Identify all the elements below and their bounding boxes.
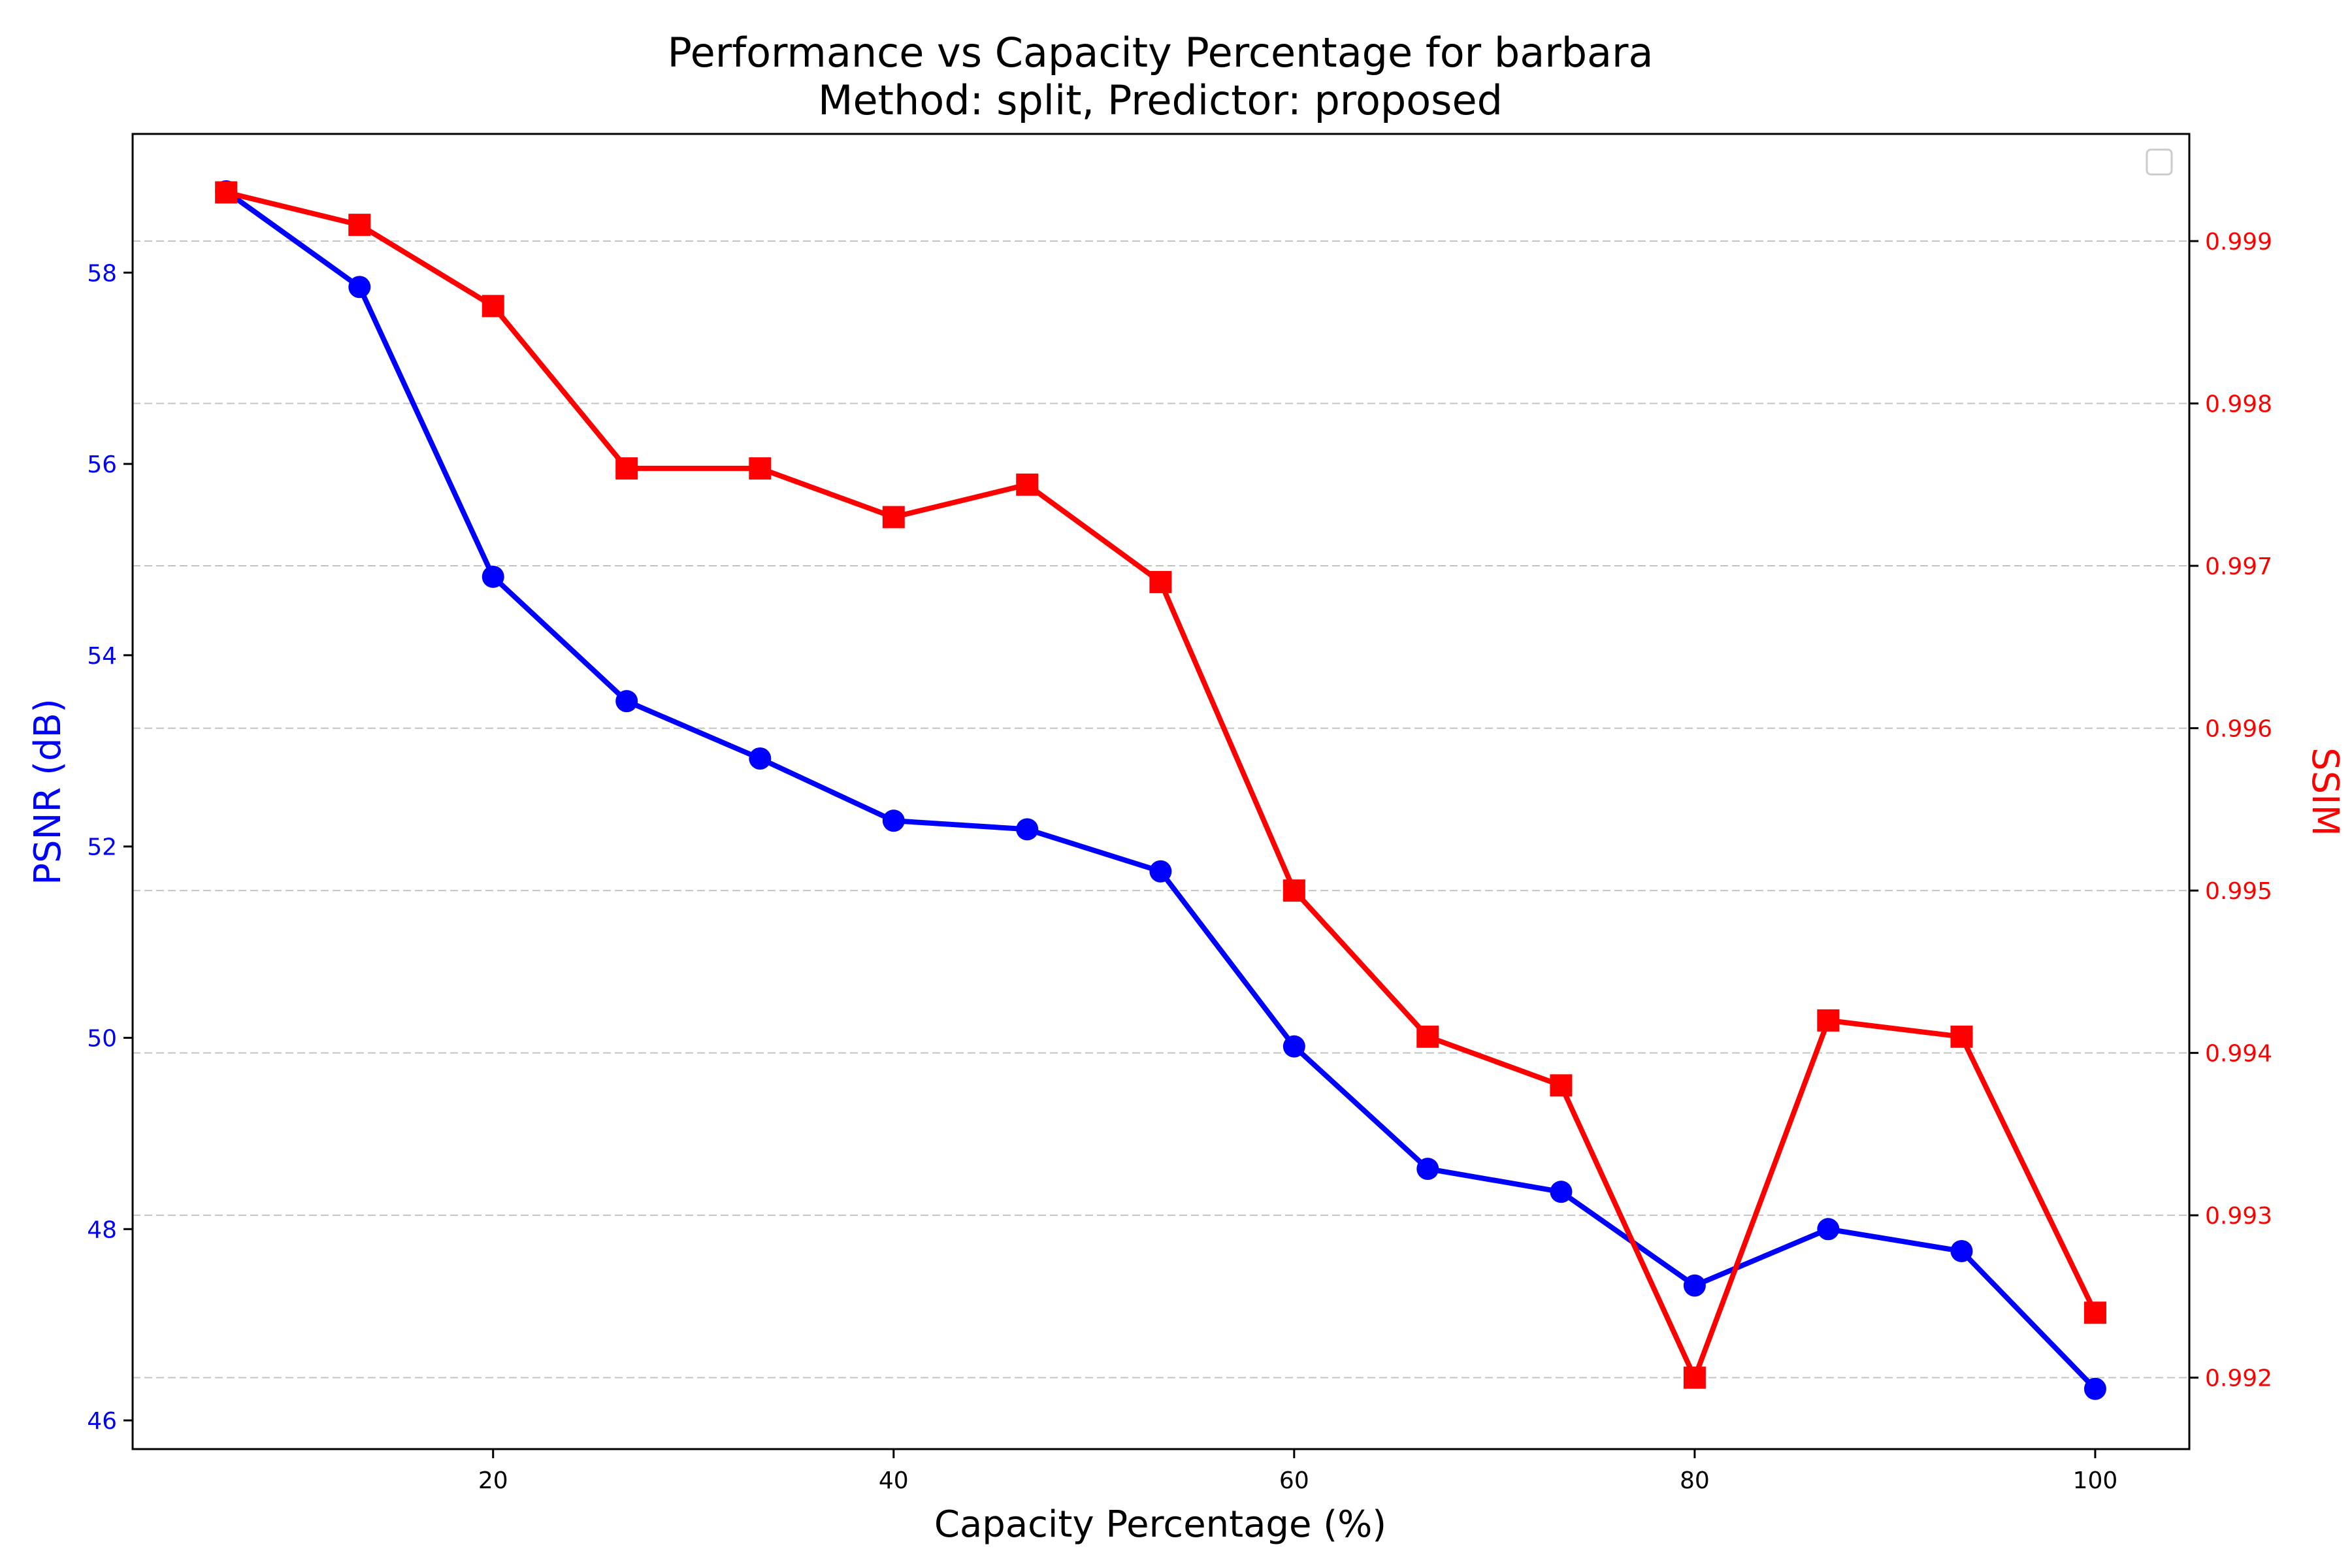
- psnr-point: [1683, 1274, 1706, 1297]
- x-tick-label: 40: [879, 1467, 909, 1494]
- psnr-point: [882, 809, 905, 832]
- ssim-point: [1282, 879, 1305, 902]
- y-left-tick-label: 48: [87, 1217, 117, 1243]
- ssim-point: [482, 295, 504, 318]
- ssim-point: [1016, 473, 1039, 496]
- ssim-series: [215, 181, 2106, 1389]
- psnr-point: [615, 690, 638, 713]
- grid-lines: [133, 240, 2189, 1379]
- ssim-point: [1950, 1025, 1973, 1048]
- x-tick-label: 100: [2073, 1467, 2118, 1494]
- x-tick-label: 20: [478, 1467, 508, 1494]
- psnr-point: [1416, 1158, 1439, 1181]
- ssim-point: [2083, 1301, 2106, 1324]
- psnr-point: [1282, 1035, 1305, 1058]
- y-left-tick-label: 46: [87, 1408, 117, 1435]
- ssim-point: [1683, 1366, 1706, 1389]
- y-right-tick-label: 0.993: [2205, 1203, 2272, 1230]
- y-right-tick-label: 0.994: [2205, 1041, 2272, 1068]
- y-left-tick-label: 58: [87, 260, 117, 287]
- y-left-tick-label: 50: [87, 1025, 117, 1052]
- x-axis-ticks: 20 40 60 80 100: [478, 1449, 2117, 1494]
- y-right-tick-label: 0.999: [2205, 229, 2272, 255]
- y-left-tick-label: 56: [87, 451, 117, 478]
- ssim-point: [749, 457, 772, 480]
- psnr-point: [1149, 860, 1172, 883]
- y-left-tick-label: 52: [87, 834, 117, 861]
- x-axis-label: Capacity Percentage (%): [934, 1503, 1386, 1546]
- y-right-tick-label: 0.998: [2205, 391, 2272, 418]
- y-left-tick-label: 54: [87, 643, 117, 670]
- psnr-point: [2083, 1377, 2106, 1400]
- ssim-point: [1149, 570, 1172, 593]
- psnr-point: [348, 276, 371, 299]
- y-right-tick-label: 0.997: [2205, 553, 2272, 580]
- chart-subtitle: Method: split, Predictor: proposed: [818, 76, 1503, 124]
- y-left-axis-ticks: 46 48 50 52 54 56 58: [87, 260, 133, 1435]
- psnr-point: [482, 565, 504, 588]
- ssim-point: [1817, 1009, 1840, 1032]
- legend-box: [2146, 148, 2173, 176]
- chart-title: Performance vs Capacity Percentage for b…: [667, 29, 1653, 76]
- ssim-point: [615, 457, 638, 480]
- y-left-axis-label: PSNR (dB): [27, 698, 69, 885]
- psnr-point: [1817, 1218, 1840, 1241]
- y-right-tick-label: 0.992: [2205, 1365, 2272, 1392]
- ssim-point: [348, 214, 371, 237]
- psnr-point: [1950, 1239, 1973, 1262]
- y-right-axis-label: SSIM: [2304, 747, 2346, 836]
- x-tick-label: 60: [1279, 1467, 1309, 1494]
- ssim-point: [215, 181, 238, 204]
- ssim-point: [1416, 1025, 1439, 1048]
- y-right-tick-label: 0.996: [2205, 716, 2272, 743]
- y-right-axis-ticks: 0.992 0.993 0.994 0.995 0.996 0.997 0.998 0.999: [2189, 229, 2272, 1392]
- x-tick-label: 80: [1680, 1467, 1710, 1494]
- y-right-tick-label: 0.995: [2205, 878, 2272, 905]
- psnr-point: [1550, 1181, 1573, 1203]
- ssim-point: [1550, 1074, 1573, 1097]
- series-layer: [215, 180, 2106, 1400]
- plot-frame: [131, 133, 2191, 1450]
- psnr-series: [215, 180, 2106, 1400]
- psnr-point: [1016, 818, 1039, 841]
- psnr-point: [749, 747, 772, 770]
- ssim-point: [882, 506, 905, 529]
